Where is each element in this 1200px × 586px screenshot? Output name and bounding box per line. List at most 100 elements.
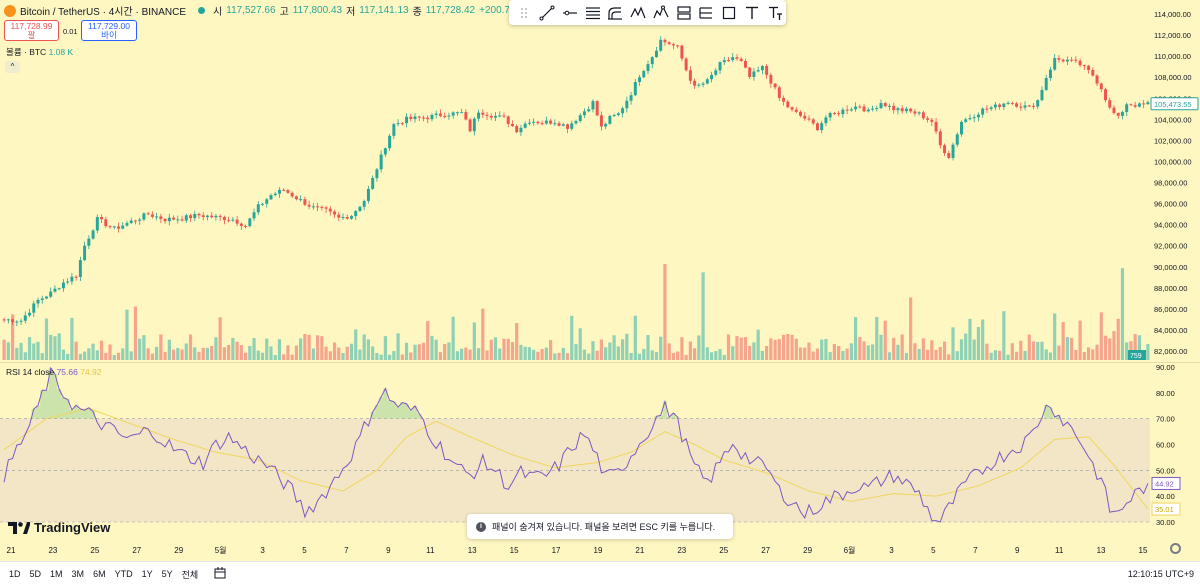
clock[interactable]: 12:10:15 UTC+9: [1127, 569, 1194, 579]
volume-bar: [184, 343, 188, 360]
tradingview-logo[interactable]: TradingView: [8, 520, 110, 535]
volume-bar: [870, 344, 875, 360]
volume-bar: [167, 339, 171, 360]
volume-bar: [515, 322, 519, 360]
candle-body: [227, 220, 231, 222]
volume-bar: [862, 341, 866, 360]
period-1m[interactable]: 1M: [50, 569, 63, 579]
fib-retracement-icon[interactable]: [604, 2, 627, 24]
xabcd-pattern-icon[interactable]: [627, 2, 650, 24]
period-5y[interactable]: 5Y: [161, 569, 173, 579]
period-1d[interactable]: 1D: [9, 569, 21, 579]
volume-bar: [142, 335, 146, 360]
volume-bar: [159, 334, 163, 360]
volume-bar: [82, 351, 87, 360]
chart-canvas[interactable]: 759 114,000.00112,000.00110,000.00108,00…: [0, 0, 1200, 560]
goto-date-icon[interactable]: [214, 567, 226, 581]
time-tick-label: 7: [344, 546, 349, 555]
candle-body: [621, 108, 625, 114]
volume-bar: [269, 346, 273, 360]
candle-body: [23, 315, 27, 321]
symbol-title[interactable]: Bitcoin / TetherUS · 4시간 · BINANCE: [20, 7, 187, 18]
candle-body: [1015, 103, 1019, 107]
time-tick-label: 9: [386, 546, 391, 555]
candle-body: [684, 58, 688, 71]
candle-body: [667, 42, 671, 45]
parallel-channel-icon[interactable]: [581, 2, 604, 24]
text-icon[interactable]: [741, 2, 764, 24]
time-tick-label: 17: [552, 546, 561, 555]
candle-body: [354, 210, 358, 217]
candle-body: [875, 108, 879, 110]
candle-body: [362, 200, 366, 207]
volume-bar: [468, 349, 472, 360]
candle-body: [112, 226, 116, 228]
collapse-legend-button[interactable]: ^: [5, 61, 20, 73]
candle-body: [485, 114, 489, 116]
bottom-toolbar: 1D 5D 1M 3M 6M YTD 1Y 5Y 전체 12:10:15 UTC…: [0, 561, 1200, 586]
volume-bar: [824, 339, 828, 360]
candle-body: [87, 238, 91, 246]
candle-body: [44, 296, 48, 299]
candle-body: [358, 206, 362, 211]
volume-bar: [256, 350, 260, 360]
volume-bar: [104, 352, 108, 360]
volume-bar: [1070, 337, 1074, 360]
rectangle-icon[interactable]: [718, 2, 741, 24]
volume-bar: [909, 297, 913, 360]
sell-button[interactable]: 117,728.99 팔: [4, 20, 59, 41]
volume-bar: [684, 354, 688, 360]
period-1y[interactable]: 1Y: [141, 569, 153, 579]
candle-body: [1125, 104, 1129, 113]
rsi-ma-line: [3, 407, 1149, 510]
candle-body: [578, 115, 582, 122]
volume-bar: [981, 319, 985, 360]
candle-body: [765, 65, 769, 75]
time-tick-label: 11: [1055, 546, 1064, 555]
volume-bar: [121, 348, 125, 360]
period-ytd[interactable]: YTD: [114, 569, 133, 579]
period-3m[interactable]: 3M: [71, 569, 85, 579]
volume-bar: [591, 341, 595, 360]
period-all[interactable]: 전체: [181, 569, 199, 580]
candle-body: [930, 119, 934, 122]
drag-handle-icon[interactable]: [513, 2, 536, 24]
ohlc-high-value: 117,800.43: [292, 5, 343, 16]
volume-bar: [57, 333, 61, 360]
long-position-icon[interactable]: [672, 2, 695, 24]
candle-body: [866, 109, 870, 112]
candle-body: [612, 115, 616, 117]
candle-body: [960, 121, 963, 135]
candle-body: [964, 119, 968, 122]
candle-body: [1036, 100, 1040, 107]
period-5d[interactable]: 5D: [29, 569, 42, 579]
buy-button[interactable]: 117,729.00 바이: [81, 20, 137, 41]
candle-body: [146, 213, 150, 215]
date-range-icon[interactable]: [695, 2, 718, 24]
rsi-legend[interactable]: RSI 14 close 75.66 74.92: [6, 367, 102, 377]
volume-bar: [972, 339, 976, 360]
volume-bar: [180, 349, 184, 360]
text-note-icon[interactable]: [763, 2, 786, 24]
volume-bar: [519, 344, 523, 360]
rsi-legend-value: 75.66: [56, 367, 78, 377]
volume-bar: [955, 351, 959, 360]
volume-bar: [430, 335, 434, 360]
candle-body: [748, 67, 752, 77]
candle-body: [117, 226, 120, 229]
elliott-wave-icon[interactable]: [650, 2, 673, 24]
hidden-panel-toast[interactable]: i 패널이 숨겨져 있습니다. 패널을 보려면 ESC 키를 누릅니다.: [467, 514, 733, 539]
horizontal-ray-icon[interactable]: [559, 2, 582, 24]
volume-bar: [464, 347, 468, 360]
candle-body: [78, 260, 82, 277]
candle-body: [650, 57, 654, 65]
candle-body: [900, 108, 904, 112]
period-6m[interactable]: 6M: [93, 569, 106, 579]
volume-bar: [510, 342, 515, 360]
volume-legend[interactable]: 볼륨 · BTC 1.08 K: [6, 46, 73, 58]
trend-line-icon[interactable]: [536, 2, 559, 24]
volume-bar: [400, 354, 404, 360]
settings-gear-icon[interactable]: [1170, 543, 1181, 554]
candle-body: [803, 115, 807, 119]
